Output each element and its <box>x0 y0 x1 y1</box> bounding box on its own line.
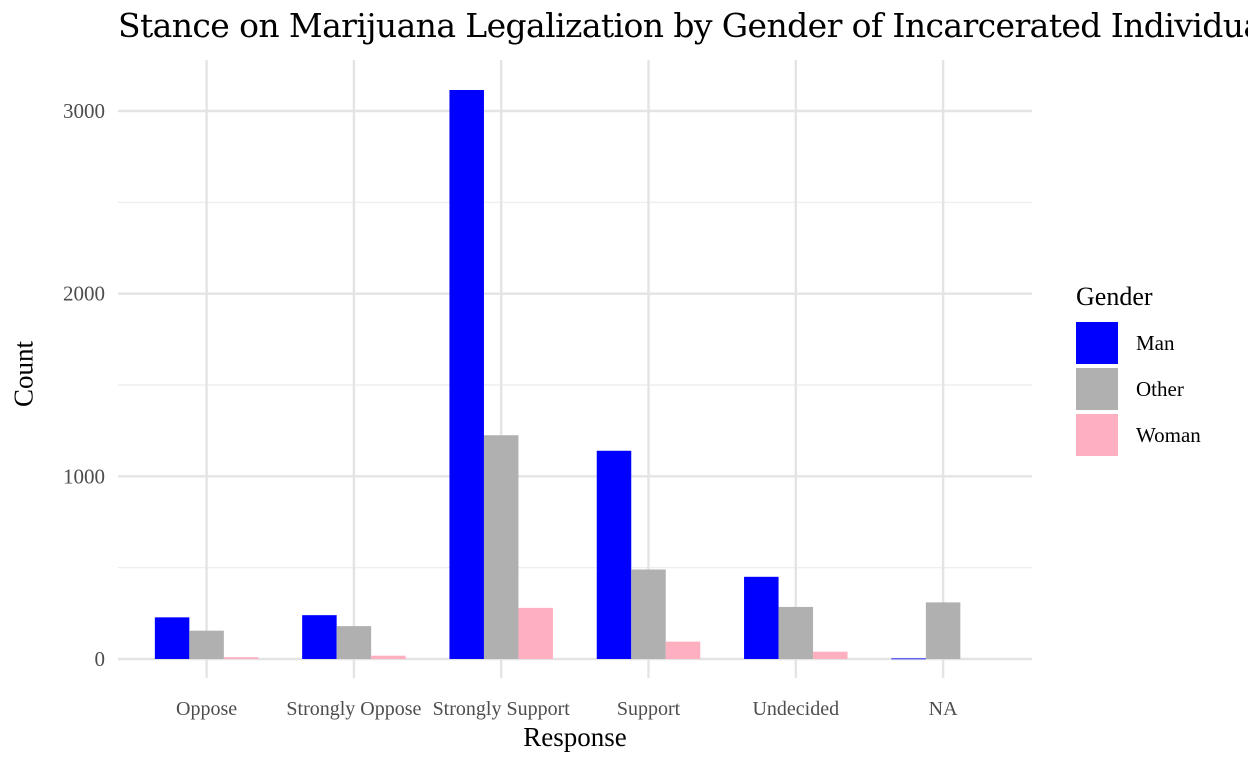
legend-item-man: Man <box>1076 320 1201 366</box>
x-tick-label: Support <box>617 698 681 720</box>
bar-woman-strongly-oppose <box>371 655 406 659</box>
y-axis-title: Count <box>8 340 39 408</box>
bar-man-oppose <box>154 617 190 659</box>
bar-man-undecided <box>744 576 779 659</box>
bar-other-support <box>631 569 666 659</box>
bar-woman-support <box>665 641 701 659</box>
x-tick-label: NA <box>929 698 958 720</box>
legend-label-man: Man <box>1136 330 1175 355</box>
bar-woman-oppose <box>223 657 259 659</box>
chart-title: Stance on Marijuana Legalization by Gend… <box>118 6 1248 45</box>
bars <box>154 89 961 660</box>
x-tick-labels: Oppose Strongly Oppose Strongly Support Sup… <box>176 698 958 720</box>
bar-man-strongly-support <box>449 89 484 659</box>
y-tick-label: 0 <box>95 647 106 671</box>
legend-label-woman: Woman <box>1136 422 1201 447</box>
legend-item-other: Other <box>1076 366 1201 412</box>
bar-man-na <box>891 658 926 660</box>
x-tick-label: Strongly Oppose <box>286 698 421 720</box>
bar-man-strongly-oppose <box>302 615 337 659</box>
bar-man-support <box>596 450 632 659</box>
bar-woman-strongly-support <box>518 607 553 659</box>
x-tick-label: Oppose <box>176 698 237 720</box>
bar-other-oppose <box>189 630 224 659</box>
legend: Gender Man Other Woman <box>1076 282 1201 458</box>
legend-swatch-woman <box>1076 414 1118 456</box>
bar-other-na <box>925 602 961 659</box>
legend-item-woman: Woman <box>1076 412 1201 458</box>
x-axis-title: Response <box>523 722 627 752</box>
legend-swatch-other <box>1076 368 1118 410</box>
bar-other-strongly-support <box>483 435 519 659</box>
x-tick-label: Undecided <box>752 698 839 720</box>
legend-label-other: Other <box>1136 376 1184 401</box>
y-tick-labels: 0 1000 2000 3000 <box>63 99 105 671</box>
legend-title: Gender <box>1076 282 1153 311</box>
y-tick-label: 2000 <box>63 282 105 306</box>
y-tick-label: 1000 <box>63 464 105 488</box>
y-tick-label: 3000 <box>63 99 105 123</box>
x-tick-label: Strongly Support <box>433 698 571 720</box>
bar-woman-undecided <box>813 651 848 659</box>
grid-lines <box>118 60 1032 678</box>
bar-other-undecided <box>778 606 814 659</box>
bar-other-strongly-oppose <box>336 626 372 659</box>
legend-swatch-man <box>1076 322 1118 364</box>
